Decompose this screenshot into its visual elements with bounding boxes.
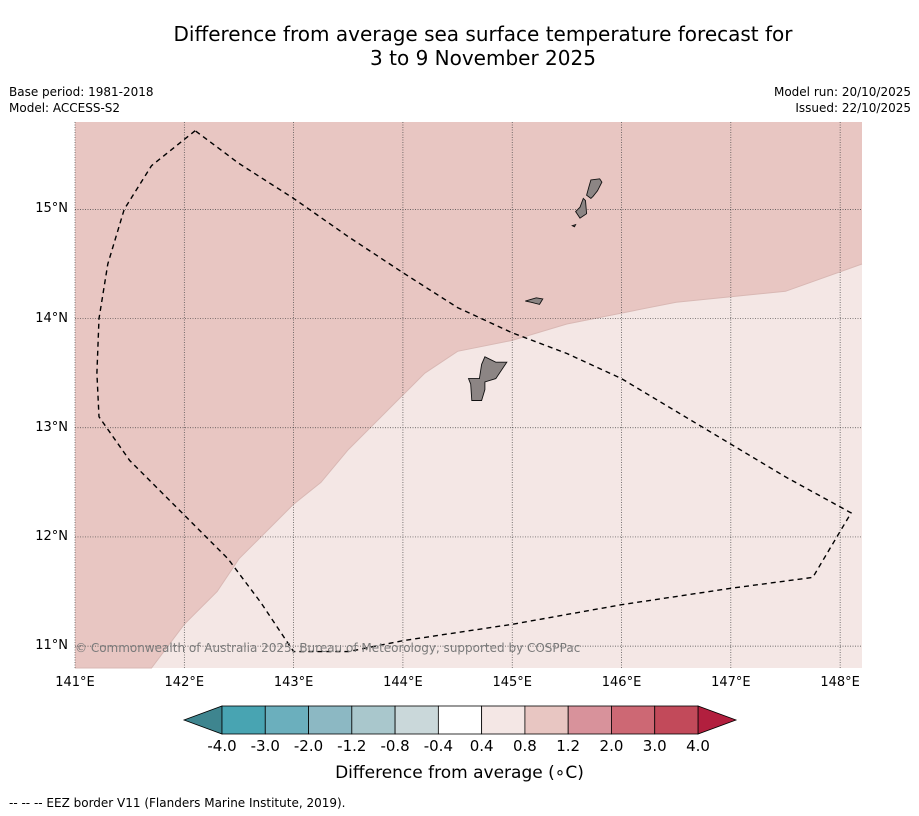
colorbar-tick-label: 2.0	[599, 737, 624, 755]
lat-tick-label: 15°N	[35, 201, 68, 217]
lon-tick-label: 142°E	[164, 675, 205, 690]
colorbar-tick-label: -0.8	[380, 737, 410, 755]
title-line-2: 3 to 9 November 2025	[370, 46, 596, 70]
model-run: Model run: 20/10/2025	[773, 85, 911, 99]
meta-left: Base period: 1981-2018 Model: ACCESS-S2	[9, 84, 154, 116]
colorbar-segment	[394, 705, 439, 735]
colorbar-segment	[654, 705, 699, 735]
colorbar-tick-label: 3.0	[642, 737, 667, 755]
eez-footnote: -- -- -- EEZ border V11 (Flanders Marine…	[9, 796, 346, 810]
colorbar-tick-label: -3.0	[250, 737, 280, 755]
map-title: Difference from average sea surface temp…	[120, 22, 846, 70]
anomaly-contour-line	[75, 263, 863, 669]
colorbar-tick-label: 0.4	[469, 737, 494, 755]
island-rota	[525, 297, 544, 305]
colorbar-tick-label: -0.4	[423, 737, 453, 755]
colorbar-segment	[567, 705, 612, 735]
lon-tick-label: 147°E	[711, 675, 751, 690]
lat-tick-label: 14°N	[35, 310, 68, 326]
island-tinian-saipan	[575, 197, 588, 219]
issued-date: Issued: 22/10/2025	[795, 101, 911, 115]
island-aguijan	[571, 223, 577, 228]
lat-tick-label: 12°N	[35, 528, 68, 544]
colorbar-segment	[437, 705, 483, 735]
anomaly-region-mild	[75, 264, 862, 668]
colorbar-tick-label: 4.0	[686, 737, 710, 755]
island-saipan	[586, 178, 603, 199]
meta-right: Model run: 20/10/2025 Issued: 22/10/2025	[774, 84, 911, 116]
colorbar	[182, 705, 738, 735]
lon-tick-label: 145°E	[492, 675, 532, 690]
copyright-notice: © Commonwealth of Australia 2025, Bureau…	[75, 641, 581, 655]
lat-tick-label: 11°N	[35, 638, 68, 654]
lon-tick-label: 146°E	[601, 675, 642, 690]
eez-border-line	[96, 130, 853, 653]
lat-tick-label: 13°N	[35, 419, 68, 435]
colorbar-tick-label: -4.0	[207, 737, 237, 755]
colorbar-tick-label: 0.8	[512, 737, 537, 755]
island-guam	[467, 356, 508, 401]
title-line-1: Difference from average sea surface temp…	[173, 22, 793, 46]
lon-tick-label: 144°E	[383, 675, 423, 690]
colorbar-tick-label: -2.0	[293, 737, 324, 755]
colorbar-tick-label: -1.2	[337, 737, 367, 755]
colorbar-extend-low	[182, 705, 223, 735]
colorbar-segment	[264, 705, 309, 735]
colorbar-segment	[611, 705, 656, 735]
lon-tick-label: 141°E	[55, 675, 95, 690]
colorbar-segment	[481, 705, 526, 735]
model-name: Model: ACCESS-S2	[9, 101, 121, 115]
colorbar-segment	[524, 705, 569, 735]
map-plot-area	[74, 122, 863, 669]
colorbar-segment	[221, 705, 266, 735]
colorbar-label: Difference from average (∘C)	[335, 763, 584, 783]
base-period: Base period: 1981-2018	[9, 85, 154, 99]
lon-tick-label: 143°E	[273, 675, 314, 690]
colorbar-extend-high	[697, 705, 738, 735]
colorbar-segment	[351, 705, 396, 735]
colorbar-segment	[308, 705, 353, 735]
colorbar-tick-label: 1.2	[556, 737, 581, 755]
lon-tick-label: 148°E	[820, 675, 860, 690]
